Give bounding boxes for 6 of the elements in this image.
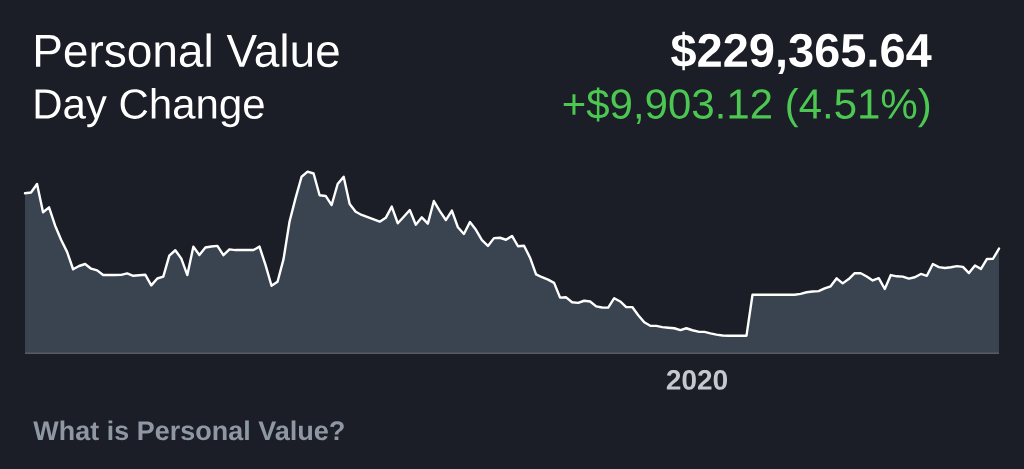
text: $229,365.64 — [671, 31, 932, 74]
chart-title: Personal Value — [35, 33, 339, 68]
chart-subtitle: Day Change — [35, 88, 264, 128]
text: What is Personal Value? — [33, 420, 344, 441]
text: 2020 — [666, 370, 727, 390]
text: +$9,903.12 (4.51%) — [563, 87, 930, 128]
